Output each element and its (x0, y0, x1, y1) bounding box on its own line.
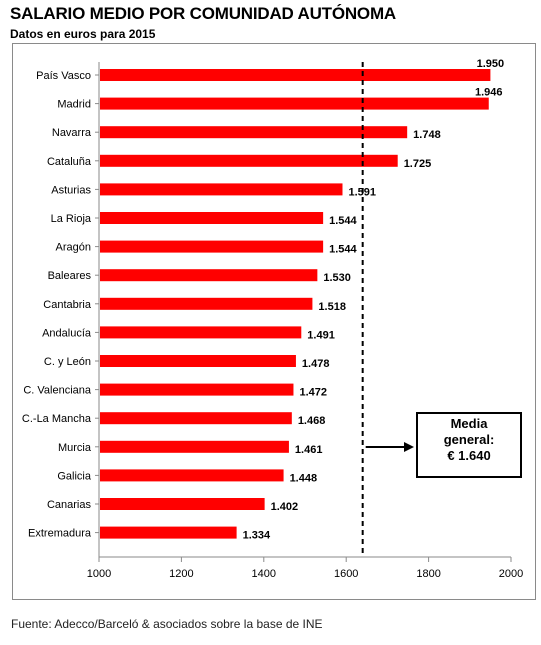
bar (100, 412, 292, 425)
value-label: 1.530 (323, 272, 351, 284)
bar (100, 469, 284, 482)
bar (100, 355, 296, 367)
media-general-annotation: Media general: € 1.640 (416, 412, 522, 478)
category-label: Extremadura (28, 528, 92, 540)
x-tick-label: 1600 (334, 568, 358, 580)
category-label: Canarias (47, 499, 92, 511)
x-tick-label: 1000 (87, 568, 111, 580)
bar (100, 269, 318, 282)
bar (100, 326, 302, 339)
category-label: C. Valenciana (23, 385, 92, 397)
bar (100, 526, 237, 539)
category-label: Navarra (52, 127, 92, 139)
chart-title: SALARIO MEDIO POR COMUNIDAD AUTÓNOMA (10, 4, 396, 23)
value-label: 1.748 (413, 129, 441, 141)
x-tick-label: 1800 (416, 568, 440, 580)
category-label: La Rioja (51, 213, 92, 225)
chart-subtitle: Datos en euros para 2015 (10, 27, 156, 41)
value-label: 1.334 (243, 530, 271, 542)
bar (100, 240, 324, 253)
value-label: 1.725 (404, 158, 432, 170)
category-label: Andalucía (42, 327, 92, 339)
annotation-line-2: general: (443, 432, 495, 447)
value-label: 1.402 (271, 501, 299, 513)
category-label: Baleares (48, 270, 92, 282)
bar (100, 126, 408, 139)
bar (100, 212, 324, 224)
value-label: 1.468 (298, 415, 326, 427)
bar (100, 383, 294, 396)
category-label: Asturias (51, 184, 91, 196)
category-label: Cataluña (47, 156, 92, 168)
annotation-arrow-head (404, 442, 414, 452)
value-label: 1.544 (329, 244, 357, 256)
source-note: Fuente: Adecco/Barceló & asociados sobre… (11, 617, 323, 631)
category-label: Cantabria (43, 299, 92, 311)
x-tick-label: 2000 (499, 568, 523, 580)
bar (100, 69, 491, 81)
value-label: 1.950 (477, 58, 505, 70)
x-tick-label: 1200 (169, 568, 193, 580)
bar (100, 183, 343, 196)
bar (100, 97, 489, 110)
value-label: 1.491 (307, 329, 335, 341)
value-label: 1.518 (318, 301, 346, 313)
value-label: 1.461 (295, 444, 323, 456)
bar (100, 498, 265, 510)
bar (100, 297, 313, 310)
value-label: 1.472 (299, 387, 327, 399)
annotation-line-1: Media (450, 416, 488, 431)
category-label: Aragón (56, 242, 91, 254)
category-label: País Vasco (36, 70, 91, 82)
category-label: Galicia (57, 470, 92, 482)
x-tick-label: 1400 (252, 568, 276, 580)
value-label: 1.946 (475, 87, 503, 99)
value-label: 1.544 (329, 215, 357, 227)
category-label: C. y León (44, 356, 91, 368)
category-label: C.-La Mancha (22, 413, 92, 425)
bar (100, 154, 398, 167)
annotation-line-3: € 1.640 (447, 448, 491, 463)
value-label: 1.478 (302, 358, 330, 370)
value-label: 1.448 (290, 472, 318, 484)
category-label: Madrid (57, 99, 91, 111)
bar (100, 440, 289, 453)
category-label: Murcia (58, 442, 92, 454)
